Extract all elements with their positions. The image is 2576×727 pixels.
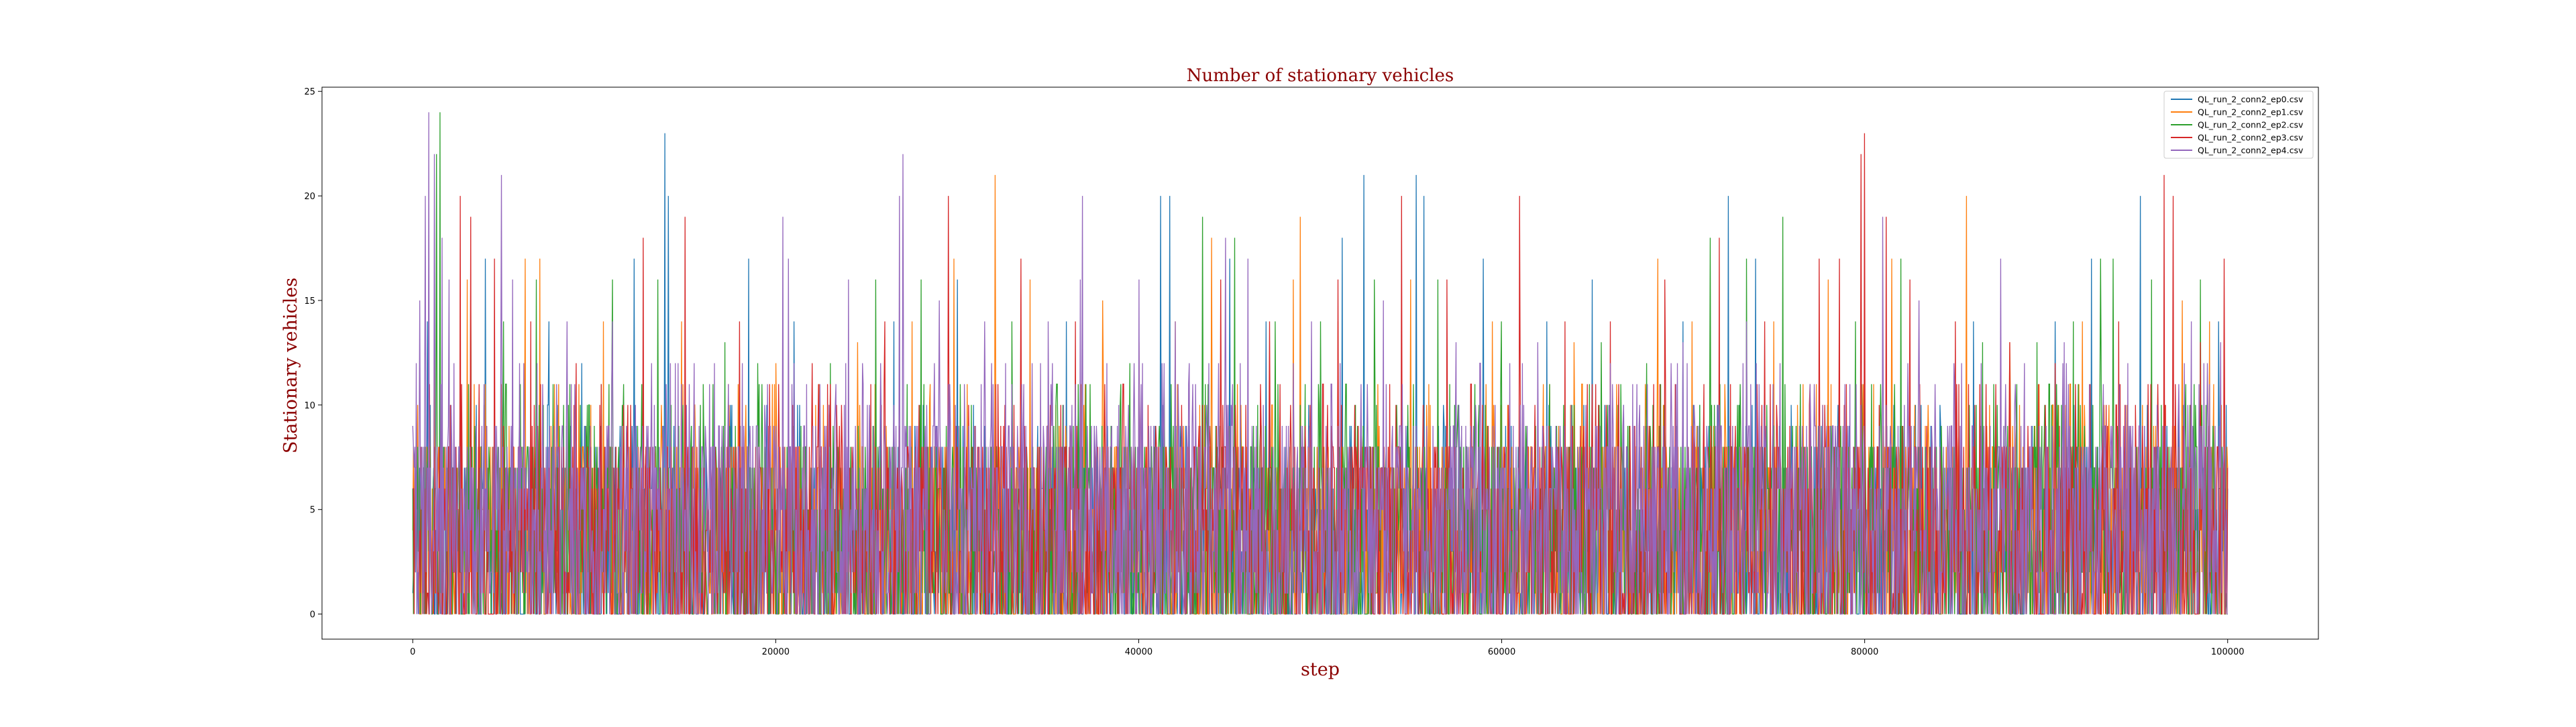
y-axis-label: Stationary vehicles (280, 278, 301, 453)
y-axis: 0 5 10 15 20 25 (304, 87, 322, 620)
x-tick-label: 60000 (1488, 647, 1515, 657)
legend-label: QL_run_2_conn2_ep3.csv (2198, 133, 2304, 143)
y-tick-label: 5 (310, 506, 315, 516)
axes-frame (321, 87, 2319, 640)
plot-area (321, 87, 2319, 640)
chart-title: Number of stationary vehicles (1187, 66, 1454, 86)
legend-label: QL_run_2_conn2_ep0.csv (2198, 95, 2304, 105)
x-axis-label: step (1301, 659, 1340, 680)
x-tick-label: 40000 (1125, 647, 1152, 657)
y-tick-label: 0 (310, 610, 315, 620)
y-tick-label: 20 (304, 192, 315, 202)
x-tick-label: 20000 (762, 647, 790, 657)
y-tick-label: 10 (304, 401, 315, 411)
legend-label: QL_run_2_conn2_ep4.csv (2198, 146, 2304, 156)
legend-box (2163, 91, 2314, 159)
legend: QL_run_2_conn2_ep0.csv QL_run_2_conn2_ep1… (2163, 91, 2314, 159)
y-tick-label: 15 (304, 296, 315, 306)
x-axis: 0 20000 40000 60000 80000 100000 (410, 639, 2245, 657)
x-tick-label: 100000 (2211, 647, 2245, 657)
series-line-4 (412, 112, 2228, 615)
y-tick-label: 25 (304, 87, 315, 97)
series-layer (412, 112, 2229, 615)
legend-label: QL_run_2_conn2_ep1.csv (2198, 107, 2304, 117)
legend-label: QL_run_2_conn2_ep2.csv (2198, 120, 2304, 130)
x-tick-label: 80000 (1851, 647, 1878, 657)
x-tick-label: 0 (410, 647, 415, 657)
